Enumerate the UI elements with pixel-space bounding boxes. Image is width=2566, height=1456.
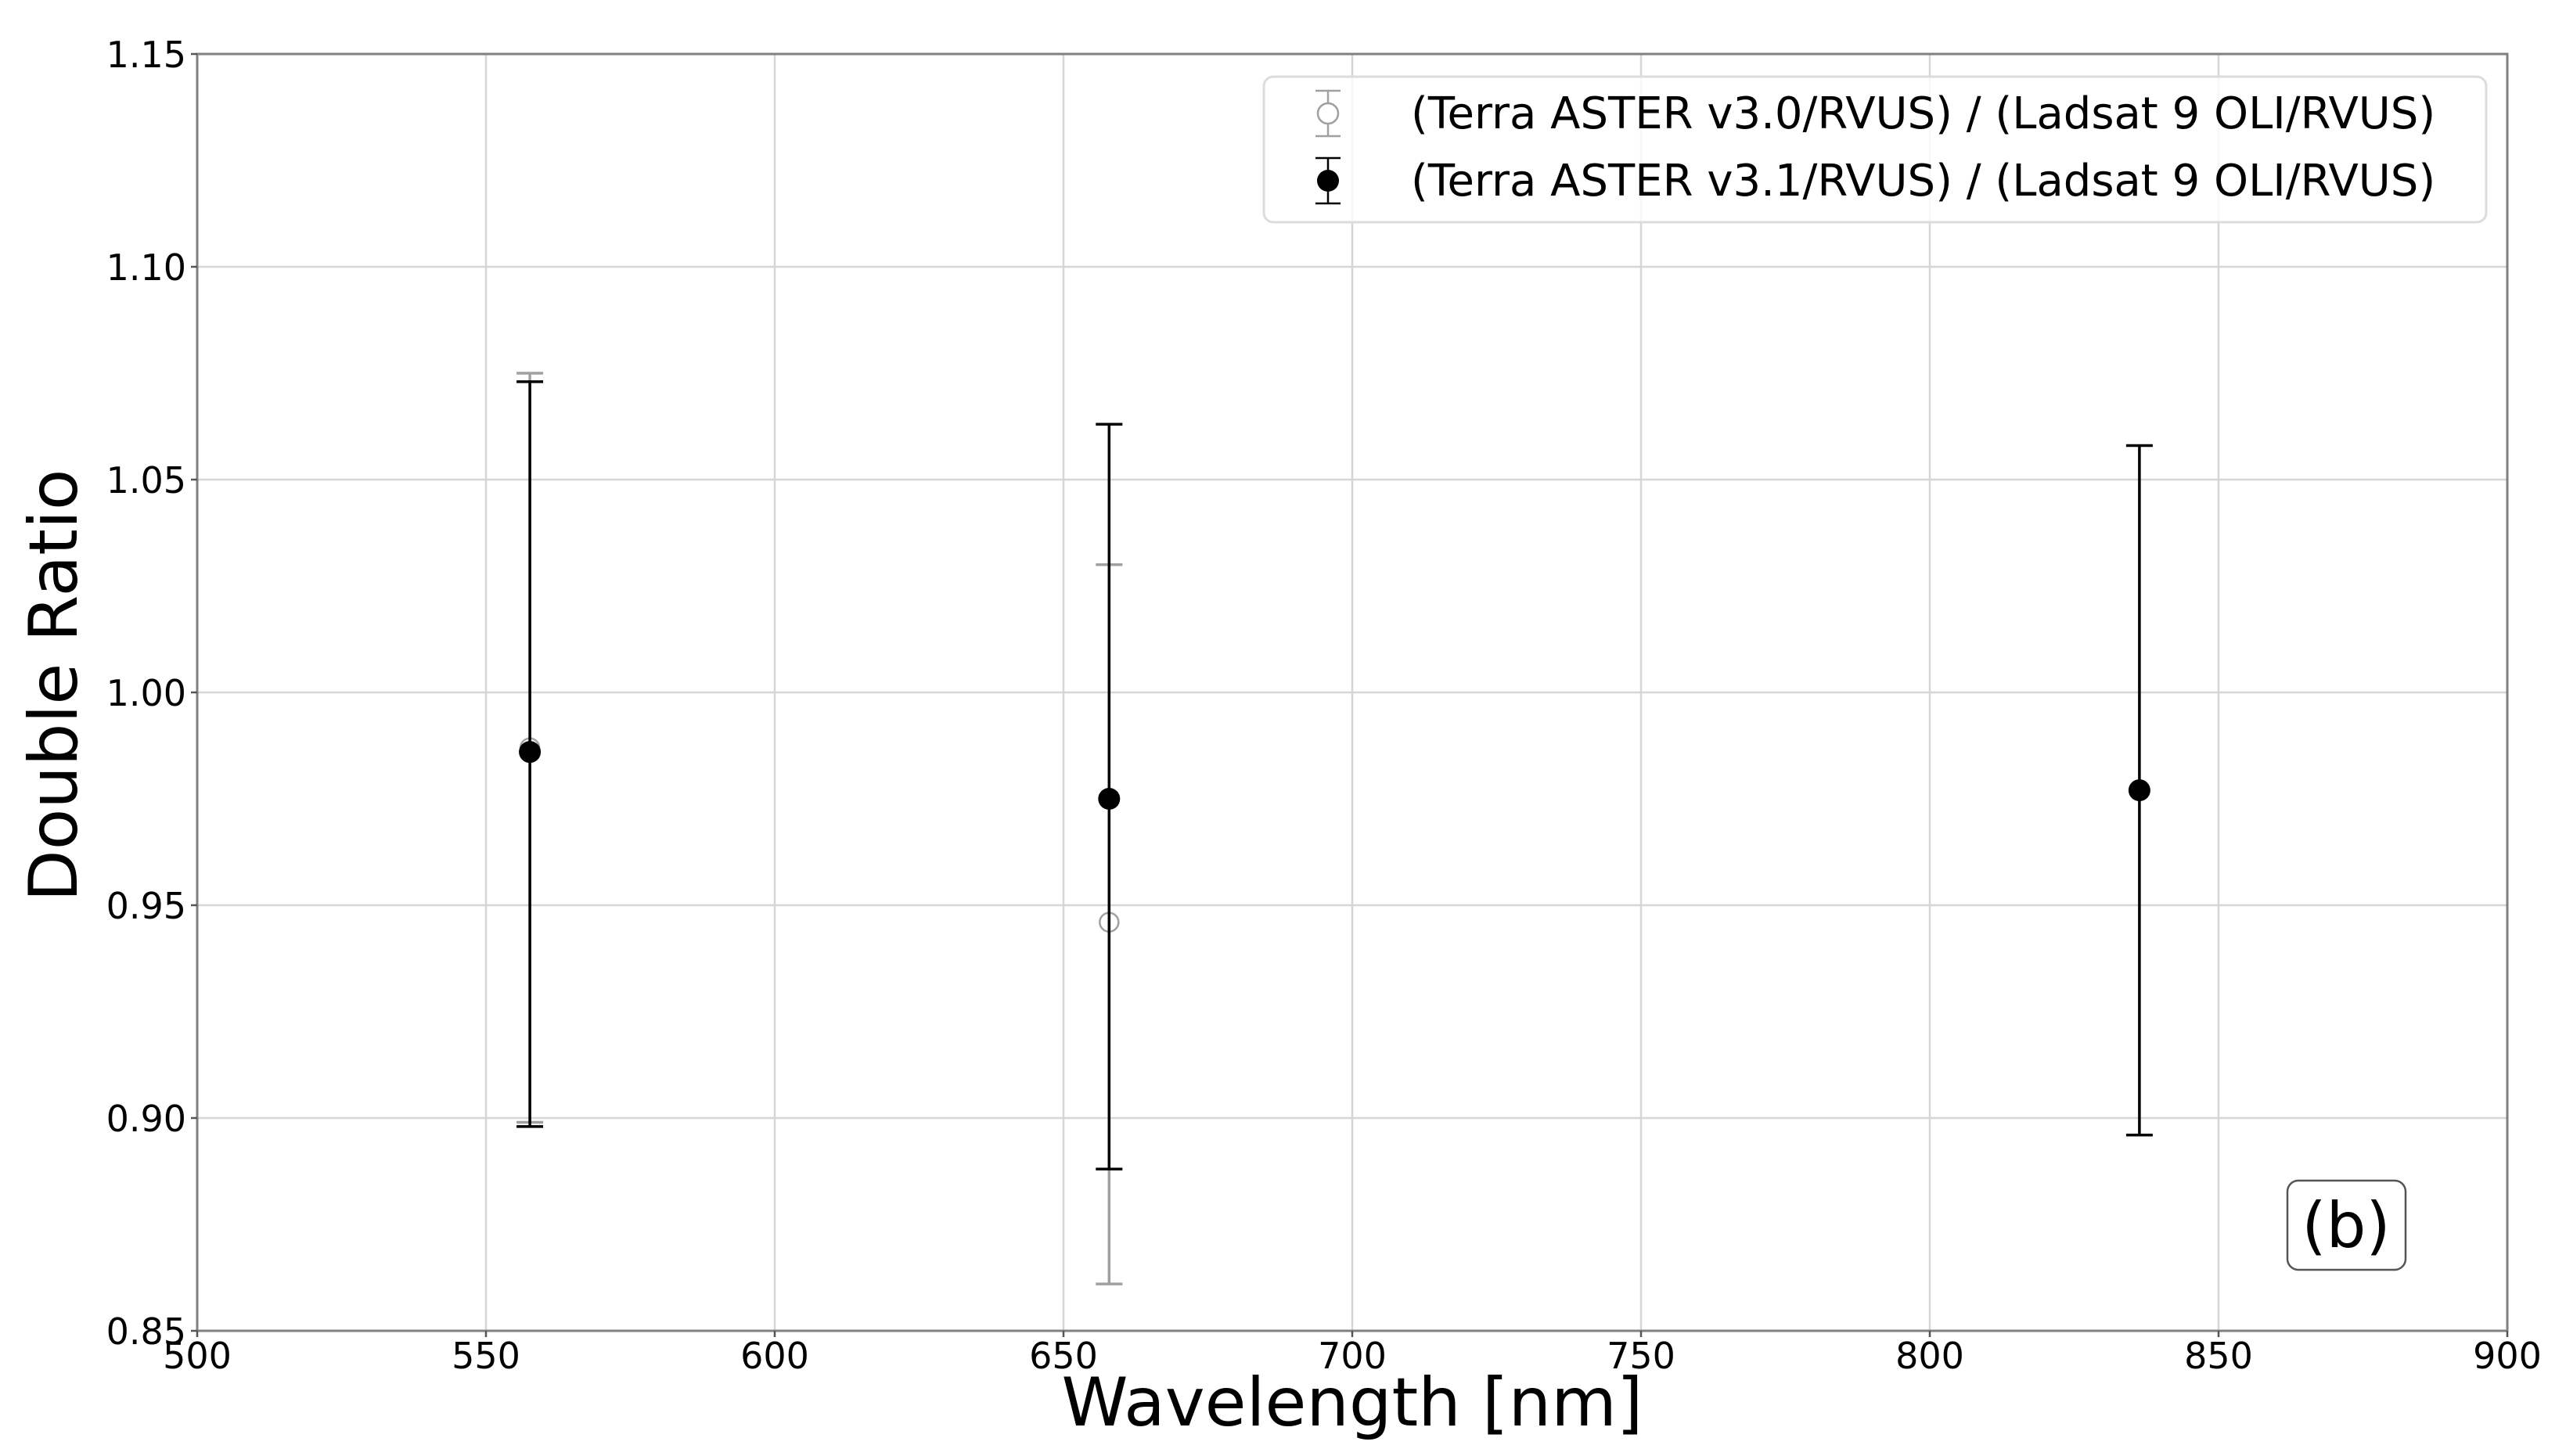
- open-circle-errorbar-icon: [1315, 89, 1341, 138]
- y-tick-label: 0.90: [106, 1098, 186, 1140]
- x-tick-label: 800: [1895, 1335, 1964, 1377]
- annotation-label: (b): [2301, 1189, 2390, 1262]
- legend-item-v30: (Terra ASTER v3.0/RVUS) / (Ladsat 9 OLI/…: [1315, 88, 2435, 139]
- data-point: [516, 380, 544, 1128]
- x-tick-label: 650: [1029, 1335, 1098, 1377]
- x-tick-label: 700: [1318, 1335, 1387, 1377]
- y-tick-label: 1.15: [106, 34, 186, 76]
- x-tick-label: 900: [2473, 1335, 2542, 1377]
- filled-circle-marker: [1098, 788, 1121, 810]
- y-tick-label: 1.05: [106, 459, 186, 502]
- x-tick-label: 600: [740, 1335, 809, 1377]
- series-1: [516, 380, 2153, 1171]
- x-tick-label: 500: [163, 1335, 232, 1377]
- legend-frame: [1262, 75, 2488, 224]
- y-tick-label: 0.85: [106, 1310, 186, 1353]
- legend-label: (Terra ASTER v3.1/RVUS) / (Ladsat 9 OLI/…: [1411, 156, 2435, 207]
- x-axis-ticks: 500 550 600 650 700 750 800 850 900: [163, 1331, 2542, 1377]
- x-axis-title: Wavelength [nm]: [1062, 1364, 1643, 1442]
- legend-item-v31: (Terra ASTER v3.1/RVUS) / (Ladsat 9 OLI/…: [1315, 156, 2435, 207]
- data-series: [516, 372, 2153, 1285]
- panel-annotation: (b): [2286, 1179, 2407, 1271]
- x-tick-label: 750: [1607, 1335, 1675, 1377]
- y-axis-title: Double Ratio: [15, 469, 93, 902]
- y-tick-label: 1.10: [106, 246, 186, 289]
- y-axis-ticks: 0.85 0.90 0.95 1.00 1.05 1.10 1.15: [106, 34, 197, 1353]
- data-point: [2125, 444, 2153, 1137]
- legend-label: (Terra ASTER v3.0/RVUS) / (Ladsat 9 OLI/…: [1411, 88, 2435, 139]
- data-point: [1096, 422, 1123, 1171]
- x-tick-label: 550: [452, 1335, 520, 1377]
- filled-circle-marker: [2128, 779, 2150, 802]
- y-tick-label: 0.95: [106, 885, 186, 927]
- annotation-box: [2286, 1179, 2407, 1271]
- legend: (Terra ASTER v3.0/RVUS) / (Ladsat 9 OLI/…: [1262, 75, 2488, 224]
- y-tick-label: 1.00: [106, 672, 186, 714]
- x-tick-label: 850: [2184, 1335, 2253, 1377]
- filled-circle-marker: [519, 741, 542, 764]
- filled-circle-errorbar-icon: [1315, 156, 1341, 205]
